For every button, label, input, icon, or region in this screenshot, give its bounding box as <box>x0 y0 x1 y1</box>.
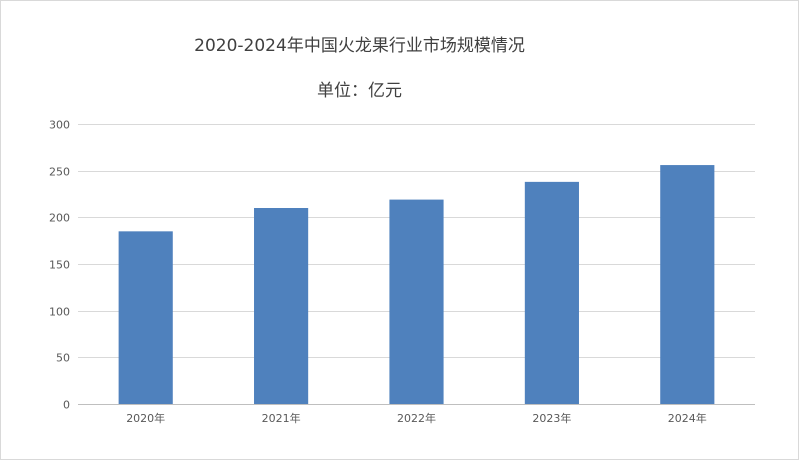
bar <box>118 231 173 404</box>
y-tick-label: 0 <box>63 399 70 412</box>
chart-subtitle: 单位：亿元 <box>317 81 402 101</box>
chart-title: 2020-2024年中国火龙果行业市场规模情况 <box>194 36 525 56</box>
bar <box>660 165 715 404</box>
y-tick-label: 50 <box>56 352 70 365</box>
y-tick-label: 300 <box>49 119 70 132</box>
y-tick-label: 150 <box>49 259 70 272</box>
y-tick-label: 250 <box>49 166 70 179</box>
x-tick-label: 2020年 <box>126 411 165 425</box>
x-tick-label: 2022年 <box>397 411 436 425</box>
x-tick-label: 2024年 <box>668 411 707 425</box>
x-tick-label: 2023年 <box>532 411 571 425</box>
x-tick-label: 2021年 <box>262 411 301 425</box>
y-tick-label: 100 <box>49 306 70 319</box>
y-tick-label: 200 <box>49 212 70 225</box>
bar <box>524 181 579 404</box>
bar <box>254 208 309 404</box>
bar <box>389 199 444 404</box>
